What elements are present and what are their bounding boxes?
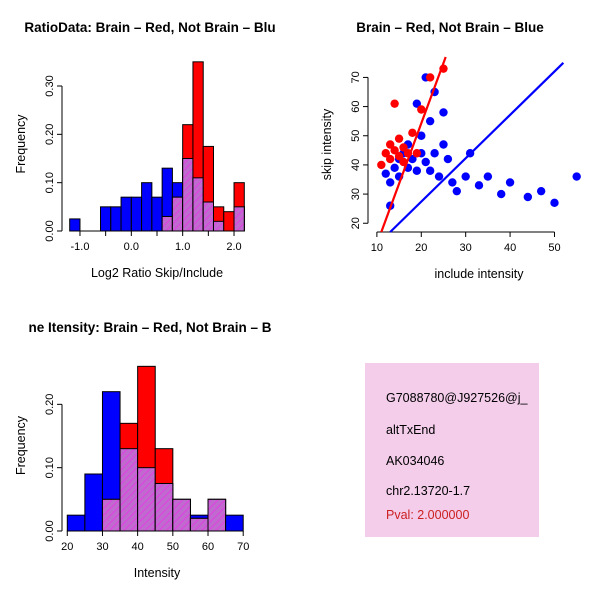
svg-text:40: 40 — [504, 242, 516, 254]
points-not-brain — [381, 73, 581, 210]
gene-intensity-plot: 20 30 40 50 60 70 0.00 0.10 0.20 Intensity Frequen… — [14, 365, 249, 580]
svg-text:20: 20 — [415, 242, 427, 254]
svg-text:30: 30 — [460, 242, 472, 254]
panel-gene-intensity-histogram: ne Itensity: Brain – Red, Not Brain – B … — [0, 300, 300, 600]
histogram-bars — [69, 61, 245, 232]
svg-text:0.10: 0.10 — [44, 172, 56, 193]
svg-text:30: 30 — [350, 188, 362, 200]
info-line-gene-id: G7088780@J927526@j_ — [386, 391, 528, 405]
svg-text:20: 20 — [61, 541, 73, 553]
svg-text:0.30: 0.30 — [44, 75, 56, 96]
y-axis-label: Frequency — [14, 415, 28, 475]
ratio-histogram-title: RatioData: Brain – Red, Not Brain – Blu — [24, 20, 276, 35]
tick-labels: -1.0 0.0 1.0 2.0 0.00 0.10 0.20 0.30 — [44, 75, 242, 253]
svg-text:0.0: 0.0 — [124, 241, 139, 253]
svg-text:2.0: 2.0 — [226, 241, 241, 253]
tick-labels: 10 20 30 40 50 20 30 40 50 60 70 — [350, 71, 561, 254]
info-line-accession: AK034046 — [386, 454, 445, 468]
svg-text:1.0: 1.0 — [175, 241, 190, 253]
gene-intensity-title: ne Itensity: Brain – Red, Not Brain – B — [28, 320, 272, 335]
svg-text:20: 20 — [350, 217, 362, 229]
svg-text:70: 70 — [237, 541, 249, 553]
intensity-scatter-title: Brain – Red, Not Brain – Blue — [356, 20, 544, 35]
svg-text:70: 70 — [350, 71, 362, 83]
y-axis-label: Frequency — [14, 114, 28, 174]
svg-text:50: 50 — [548, 242, 560, 254]
x-axis-label: Intensity — [134, 566, 181, 580]
info-line-locus: chr2.13720-1.7 — [386, 484, 471, 498]
info-box: G7088780@J927526@j_ altTxEnd AK034046 ch… — [365, 363, 539, 537]
svg-text:0.20: 0.20 — [44, 124, 56, 145]
svg-text:0.10: 0.10 — [44, 457, 56, 478]
ratio-histogram-plot: -1.0 0.0 1.0 2.0 0.00 0.10 0.20 0.30 Log2 Ratio … — [14, 61, 245, 280]
svg-text:30: 30 — [96, 541, 108, 553]
scatter-content — [377, 56, 581, 233]
svg-text:50: 50 — [350, 130, 362, 142]
x-axis-label: Log2 Ratio Skip/Include — [91, 266, 223, 280]
brain-fit-line — [380, 56, 447, 233]
points-brain — [377, 64, 448, 170]
intensity-scatter-plot: 10 20 30 40 50 20 30 40 50 60 70 include intensity s… — [320, 56, 581, 281]
info-line-pval: Pval: 2.000000 — [386, 508, 470, 522]
svg-text:-1.0: -1.0 — [70, 241, 89, 253]
panel-ratio-histogram: RatioData: Brain – Red, Not Brain – Blu … — [0, 0, 300, 300]
svg-text:0.00: 0.00 — [44, 520, 56, 541]
svg-text:60: 60 — [202, 541, 214, 553]
svg-text:10: 10 — [371, 242, 383, 254]
svg-text:50: 50 — [167, 541, 179, 553]
svg-text:0.20: 0.20 — [44, 394, 56, 415]
axes — [363, 76, 555, 237]
svg-text:0.00: 0.00 — [44, 220, 56, 241]
svg-text:40: 40 — [132, 541, 144, 553]
svg-text:60: 60 — [350, 100, 362, 112]
panel-info-box: G7088780@J927526@j_ altTxEnd AK034046 ch… — [300, 300, 600, 600]
histogram-bars — [66, 365, 244, 532]
not-brain-fit-line — [389, 62, 565, 233]
y-axis-label: skip intensity — [320, 108, 334, 180]
tick-labels: 20 30 40 50 60 70 0.00 0.10 0.20 — [44, 394, 249, 553]
x-axis-label: include intensity — [435, 267, 525, 281]
svg-text:40: 40 — [350, 159, 362, 171]
panel-intensity-scatter: Brain – Red, Not Brain – Blue 10 20 30 40 50… — [300, 0, 600, 300]
info-line-event-type: altTxEnd — [386, 423, 436, 437]
